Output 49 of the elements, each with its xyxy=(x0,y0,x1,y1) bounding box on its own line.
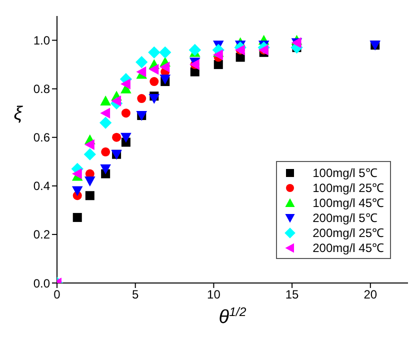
y-tick-label: 0.6 xyxy=(33,130,50,145)
legend-label: 100mg/l 45℃ xyxy=(312,195,384,211)
point xyxy=(72,212,82,222)
point xyxy=(188,44,201,56)
point xyxy=(100,116,112,129)
point xyxy=(120,132,132,143)
point xyxy=(148,94,160,104)
x-tick-label: 20 xyxy=(364,288,378,302)
point xyxy=(148,46,160,58)
legend-label: 100mg/l 5℃ xyxy=(312,165,378,181)
x-tick-label: 0 xyxy=(54,288,61,302)
point xyxy=(85,191,94,200)
point xyxy=(84,176,96,186)
point xyxy=(84,148,96,160)
y-axis-title: ξ xyxy=(14,104,24,124)
point xyxy=(212,49,223,60)
point xyxy=(100,164,111,174)
point xyxy=(121,108,130,118)
point xyxy=(100,108,110,118)
y-tick-label: 0.2 xyxy=(33,228,50,242)
y-tick-label: 1.0 xyxy=(33,34,50,48)
point xyxy=(136,56,148,68)
y-tick-label: 0.0 xyxy=(33,276,50,290)
x-tick-label: 5 xyxy=(132,288,140,302)
x-tick-label: 10 xyxy=(207,288,221,302)
point xyxy=(100,96,111,106)
x-tick-label: 15 xyxy=(285,288,300,302)
point xyxy=(84,139,94,150)
y-tick-label: 0.8 xyxy=(33,82,50,96)
point xyxy=(112,132,122,142)
point xyxy=(159,46,172,58)
point xyxy=(148,64,159,75)
x-axis-title: θ$^{1/2}$ xyxy=(218,305,246,328)
legend-label: 200mg/l 5℃ xyxy=(312,210,378,226)
legend-label: 200mg/l 25℃ xyxy=(312,225,384,241)
point xyxy=(101,147,110,156)
point xyxy=(111,96,122,106)
point xyxy=(160,62,170,72)
point xyxy=(137,94,146,104)
legend-label: 200mg/l 45℃ xyxy=(312,240,384,256)
point xyxy=(72,168,82,180)
y-tick-label: 0.4 xyxy=(33,179,50,194)
point xyxy=(214,60,223,70)
point xyxy=(136,66,146,78)
point xyxy=(72,186,83,196)
point xyxy=(150,77,159,86)
point xyxy=(160,74,171,85)
legend-label: 100mg/l 25℃ xyxy=(312,180,384,196)
point xyxy=(120,78,130,90)
